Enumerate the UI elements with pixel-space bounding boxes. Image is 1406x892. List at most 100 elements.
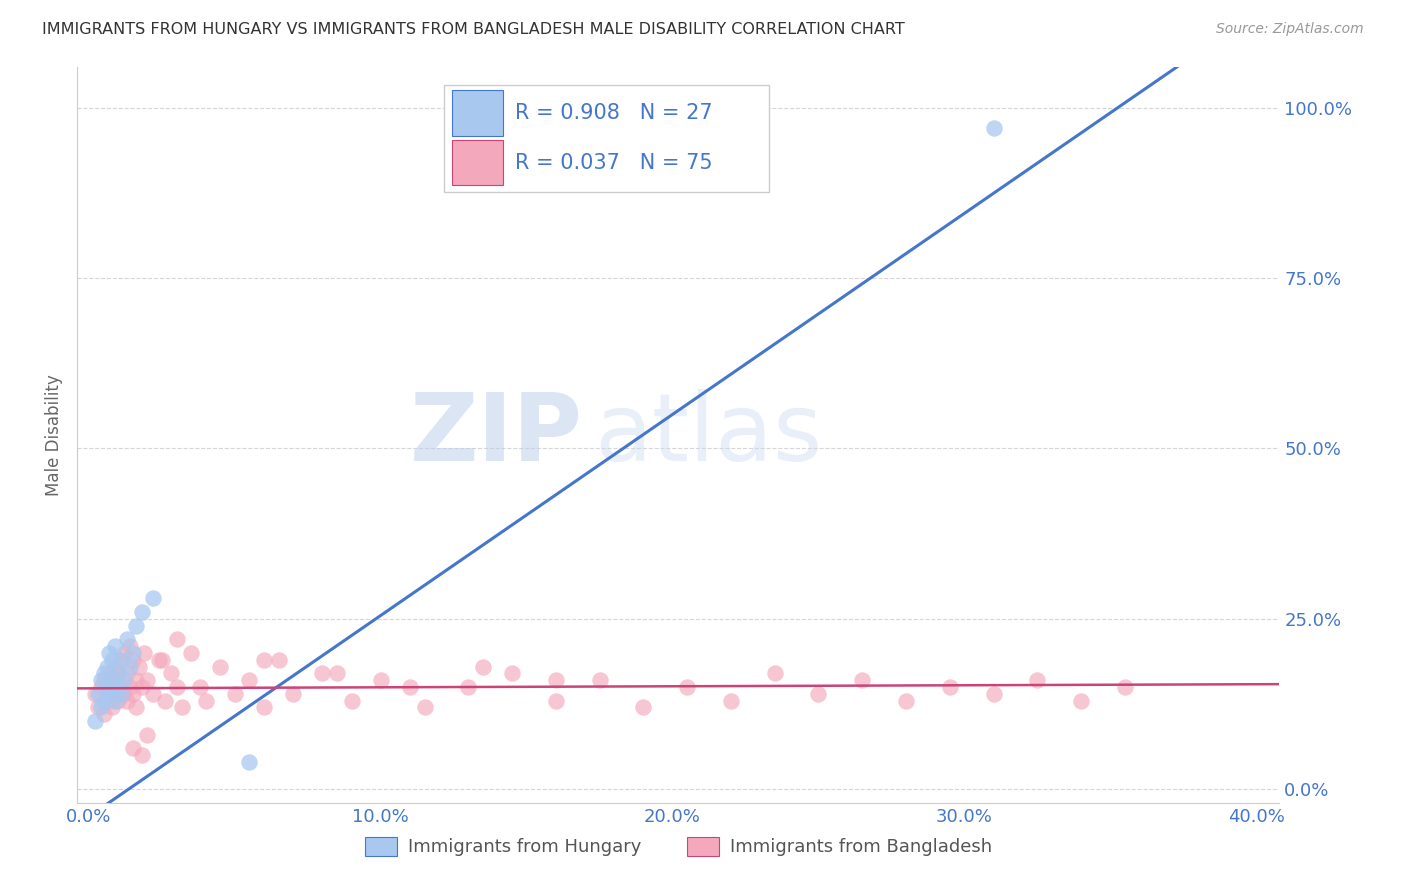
- Point: [188, 680, 211, 694]
- Point: [720, 693, 742, 707]
- Point: [128, 659, 150, 673]
- Point: [107, 666, 129, 681]
- Point: [98, 687, 121, 701]
- Point: [471, 659, 494, 673]
- Point: [938, 680, 960, 694]
- Point: [90, 700, 112, 714]
- Point: [115, 693, 138, 707]
- Point: [83, 687, 105, 701]
- Point: [125, 618, 148, 632]
- Point: [1026, 673, 1049, 688]
- Point: [150, 653, 173, 667]
- Point: [136, 728, 159, 742]
- Point: [98, 680, 121, 694]
- Text: Source: ZipAtlas.com: Source: ZipAtlas.com: [1216, 22, 1364, 37]
- Point: [172, 700, 194, 714]
- Point: [131, 605, 153, 619]
- Point: [544, 673, 567, 688]
- Point: [83, 714, 105, 728]
- Point: [98, 666, 121, 681]
- Point: [142, 687, 165, 701]
- Point: [93, 666, 115, 681]
- Point: [101, 653, 124, 667]
- Point: [121, 741, 143, 756]
- Point: [96, 680, 118, 694]
- Point: [125, 700, 148, 714]
- Point: [87, 700, 110, 714]
- Point: [118, 680, 141, 694]
- Point: [153, 693, 176, 707]
- Point: [101, 673, 124, 688]
- Point: [104, 639, 127, 653]
- Point: [224, 687, 246, 701]
- Point: [676, 680, 699, 694]
- Point: [134, 646, 156, 660]
- Point: [267, 653, 290, 667]
- Point: [121, 646, 143, 660]
- Point: [311, 666, 333, 681]
- Point: [112, 673, 135, 688]
- Point: [110, 653, 132, 667]
- Point: [121, 653, 143, 667]
- Point: [96, 693, 118, 707]
- Y-axis label: Male Disability: Male Disability: [45, 374, 63, 496]
- Point: [238, 755, 260, 769]
- FancyBboxPatch shape: [453, 90, 503, 136]
- Text: IMMIGRANTS FROM HUNGARY VS IMMIGRANTS FROM BANGLADESH MALE DISABILITY CORRELATIO: IMMIGRANTS FROM HUNGARY VS IMMIGRANTS FR…: [42, 22, 905, 37]
- Point: [238, 673, 260, 688]
- Point: [112, 646, 135, 660]
- Point: [107, 666, 129, 681]
- Point: [110, 687, 132, 701]
- Point: [98, 646, 121, 660]
- Point: [131, 680, 153, 694]
- Point: [340, 693, 363, 707]
- Point: [104, 693, 127, 707]
- Point: [457, 680, 479, 694]
- Text: R = 0.037   N = 75: R = 0.037 N = 75: [515, 153, 713, 172]
- Point: [1070, 693, 1092, 707]
- Point: [633, 700, 655, 714]
- Point: [983, 687, 1005, 701]
- Point: [851, 673, 873, 688]
- Point: [101, 673, 124, 688]
- Point: [96, 659, 118, 673]
- Point: [125, 673, 148, 688]
- Point: [326, 666, 349, 681]
- Point: [112, 687, 135, 701]
- FancyBboxPatch shape: [453, 140, 503, 186]
- Point: [544, 693, 567, 707]
- Point: [399, 680, 422, 694]
- Text: atlas: atlas: [595, 389, 823, 481]
- Point: [370, 673, 392, 688]
- Point: [166, 632, 188, 647]
- Point: [110, 653, 132, 667]
- Point: [413, 700, 436, 714]
- Point: [209, 659, 232, 673]
- Point: [501, 666, 523, 681]
- Point: [107, 680, 129, 694]
- Text: ZIP: ZIP: [409, 389, 582, 481]
- Legend: Immigrants from Hungary, Immigrants from Bangladesh: Immigrants from Hungary, Immigrants from…: [357, 830, 1000, 863]
- Point: [93, 673, 115, 688]
- Point: [180, 646, 202, 660]
- Point: [104, 687, 127, 701]
- Point: [90, 680, 112, 694]
- Point: [115, 632, 138, 647]
- Point: [93, 693, 115, 707]
- Point: [118, 639, 141, 653]
- Text: R = 0.908   N = 27: R = 0.908 N = 27: [515, 103, 713, 123]
- Point: [136, 673, 159, 688]
- Point: [115, 666, 138, 681]
- Point: [983, 121, 1005, 136]
- Point: [104, 659, 127, 673]
- Point: [194, 693, 217, 707]
- Point: [110, 680, 132, 694]
- Point: [118, 659, 141, 673]
- Point: [87, 687, 110, 701]
- Point: [159, 666, 181, 681]
- Point: [142, 591, 165, 606]
- Point: [253, 653, 276, 667]
- Point: [148, 653, 170, 667]
- Point: [283, 687, 305, 701]
- Point: [107, 693, 129, 707]
